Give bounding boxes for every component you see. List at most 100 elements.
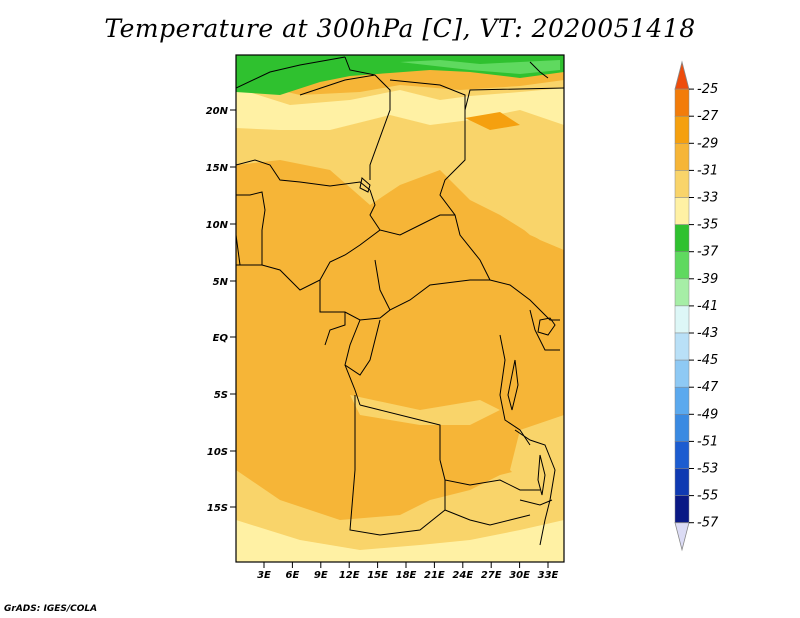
lon-tick-label: 6E: [286, 570, 300, 581]
colorbar-bottom-arrow: [674, 522, 690, 552]
colorbar-label: -37: [697, 245, 719, 260]
colorbar-label: -57: [697, 516, 719, 531]
border-benin: [236, 191, 266, 265]
lat-tick-label: 20N: [206, 106, 229, 117]
temperature-field: [236, 55, 564, 562]
lake-kariba: [519, 499, 553, 506]
colorbar-label: -53: [697, 462, 718, 477]
field-35-north: [236, 88, 564, 130]
border-libya-chad: [389, 79, 466, 110]
field-33-east: [470, 130, 564, 250]
latitude-axis: 20N 15N 10N 5N EQ 5S 10S 15S: [206, 106, 236, 514]
longitude-axis: 3E 6E 9E 12E 15E 18E 21E 24E 27E 30E 33E: [257, 562, 559, 581]
border-cameroon-congo: [319, 280, 391, 321]
map-title: Temperature at 300hPa [C], VT: 202005141…: [104, 14, 696, 43]
lon-tick-label: 15E: [367, 570, 388, 581]
lake-malawi: [537, 454, 546, 496]
colorbar-label: -43: [697, 326, 718, 341]
colorbar-label: -55: [697, 489, 718, 504]
field-33-lakes: [510, 415, 564, 490]
border-zambia-south: [444, 509, 531, 526]
colorbar-swatch: [674, 386, 690, 415]
colorbar-swatch: [674, 170, 690, 198]
lon-tick-label: 24E: [452, 570, 473, 581]
lat-tick-label: 10S: [207, 447, 228, 458]
colorbar-swatch: [674, 332, 690, 361]
border-tanzania-malawi: [514, 429, 556, 546]
border-uganda: [529, 309, 560, 351]
colorbar-swatch: [674, 278, 690, 307]
colorbar-swatch: [674, 441, 690, 469]
lat-tick-label: 15S: [207, 503, 228, 514]
border-angola-drc: [359, 404, 441, 460]
colorbar-label: -49: [697, 407, 718, 422]
colorbar-swatch: [674, 359, 690, 388]
map-frame: [235, 54, 565, 563]
lon-tick-label: 33E: [538, 570, 559, 581]
lon-tick-label: 3E: [257, 570, 271, 581]
border-gabon: [324, 312, 346, 346]
field-35-south: [236, 520, 564, 562]
border-libya-algeria: [344, 56, 376, 76]
colorbar-label: -51: [697, 434, 718, 449]
lon-tick-label: 21E: [424, 570, 445, 581]
country-borders: [236, 56, 564, 546]
lon-tick-label: 18E: [396, 570, 417, 581]
red-sea-coast: [529, 61, 549, 79]
border-niger-nigeria: [236, 159, 371, 191]
lat-tick-label: 5S: [214, 390, 228, 401]
field-29-patch: [465, 112, 520, 130]
lake-victoria: [537, 317, 556, 336]
colorbar-swatch: [674, 468, 690, 496]
border-egypt-sudan: [464, 87, 564, 111]
colorbar-swatch: [674, 143, 690, 171]
colorbar-label: -35: [697, 218, 718, 233]
grads-credit: GrADS: IGES/COLA: [4, 604, 98, 614]
colorbar-label: -25: [697, 82, 718, 97]
colorbar-swatch: [674, 305, 690, 334]
lon-tick-label: 9E: [314, 570, 328, 581]
colorbar-top-arrow: [674, 60, 690, 90]
lat-tick-label: EQ: [213, 333, 229, 344]
border-algeria: [236, 56, 346, 89]
colorbar-label: -31: [697, 163, 718, 178]
colorbar-swatch: [674, 224, 690, 252]
field-33-south: [236, 450, 564, 562]
lon-tick-label: 12E: [339, 570, 360, 581]
lake-chad: [359, 177, 371, 193]
field-33-central: [350, 395, 500, 425]
colorbar-swatch: [674, 115, 690, 144]
border-south-sudan: [489, 279, 560, 321]
colorbar-label: -41: [697, 299, 718, 314]
colorbar-swatch: [674, 88, 690, 117]
lat-tick-label: 15N: [206, 163, 229, 174]
lon-tick-label: 27E: [481, 570, 502, 581]
colorbar-label: -33: [697, 191, 718, 206]
border-niger-libya: [299, 74, 391, 180]
lat-tick-label: 5N: [213, 277, 229, 288]
field-39-strip: [400, 60, 560, 74]
colorbar-label: -45: [697, 353, 718, 368]
colorbar-swatch: [674, 197, 690, 225]
colorbar-swatch: [674, 495, 690, 523]
border-zambia: [439, 459, 540, 491]
border-drc-east: [499, 334, 531, 446]
border-car: [374, 259, 490, 311]
border-drc-west: [344, 364, 361, 406]
colorbar-swatch: [674, 414, 690, 442]
border-togo: [236, 234, 241, 266]
colorbar-label: -27: [697, 109, 719, 124]
colorbar-label: -39: [697, 272, 718, 287]
border-chad-car: [379, 214, 455, 236]
border-congo: [344, 319, 381, 376]
lat-tick-label: 10N: [206, 220, 229, 231]
colorbar-label: -47: [697, 380, 719, 395]
colorbar-swatch: [674, 251, 690, 280]
lon-tick-label: 30E: [509, 570, 530, 581]
border-nigeria-cameroon: [261, 189, 381, 291]
lake-tanganyika: [507, 359, 519, 411]
colorbar-label: -29: [697, 136, 718, 151]
colorbar: -25 -27 -29 -31 -33 -35 -37 -39 -41 -43 -45 -47 -49 -…: [674, 60, 719, 552]
border-chad-sudan: [439, 110, 491, 281]
